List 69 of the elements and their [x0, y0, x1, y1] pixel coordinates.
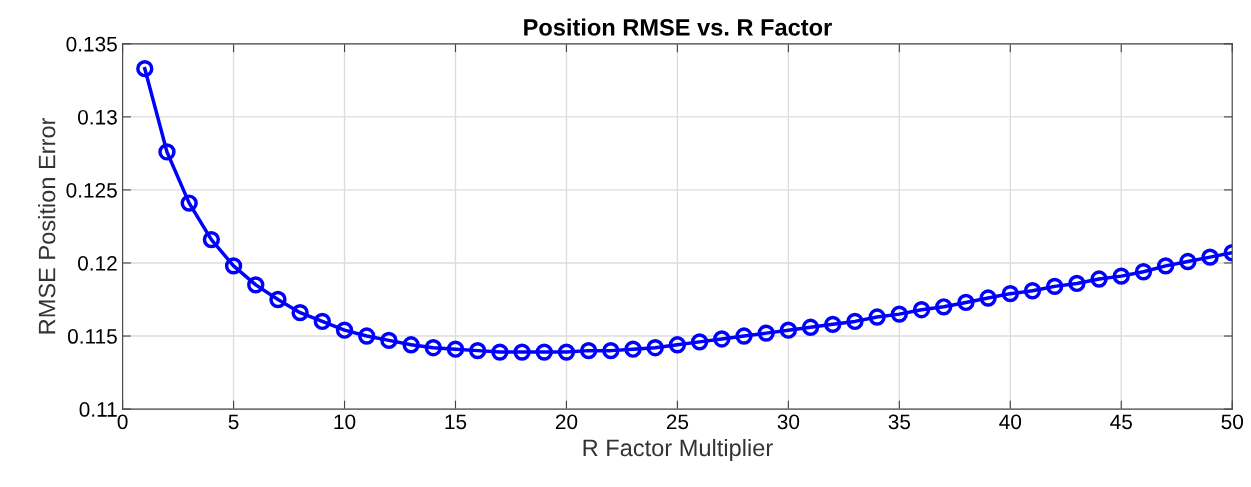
- point: [757, 324, 775, 342]
- point: [912, 301, 931, 319]
- x-axis-title: R Factor Multiplier: [583, 438, 773, 461]
- point: [868, 308, 886, 326]
- point: [579, 341, 598, 360]
- point: [446, 340, 465, 358]
- point: [224, 257, 243, 275]
- point: [602, 341, 620, 360]
- x-tick-label: 10: [334, 414, 356, 430]
- point: [469, 341, 487, 360]
- point: [1156, 257, 1175, 275]
- point: [402, 336, 420, 354]
- point: [624, 340, 642, 358]
- point: [846, 312, 864, 331]
- point: [735, 327, 753, 345]
- point: [291, 303, 309, 322]
- x-tick-label: 20: [555, 414, 578, 430]
- x-tick-label: 5: [228, 414, 239, 430]
- point: [1134, 263, 1153, 281]
- point: [801, 318, 820, 336]
- point: [380, 331, 398, 350]
- point: [957, 293, 975, 312]
- point: [535, 343, 553, 361]
- point: [335, 321, 354, 339]
- point: [269, 290, 287, 309]
- x-tick-label: 30: [777, 414, 800, 430]
- point: [180, 194, 198, 212]
- point: [358, 327, 376, 345]
- point: [690, 333, 709, 351]
- y-tick-label: 0.135: [66, 36, 117, 52]
- point: [1090, 270, 1108, 288]
- chart-title: Position RMSE vs. R Factor: [524, 18, 832, 36]
- point: [247, 276, 265, 294]
- point: [713, 330, 731, 348]
- point: [935, 298, 953, 316]
- y-tick-label: 0.125: [66, 182, 117, 198]
- point: [158, 143, 176, 161]
- x-tick-label: 40: [999, 414, 1022, 430]
- point: [202, 230, 221, 249]
- x-tick-label: 35: [888, 414, 911, 430]
- point: [1112, 267, 1130, 285]
- y-tick-label: 0.12: [78, 255, 117, 271]
- point: [1023, 282, 1042, 300]
- point: [668, 336, 687, 354]
- point: [136, 59, 154, 78]
- point: [890, 305, 909, 323]
- point: [979, 289, 997, 307]
- point: [1001, 284, 1019, 303]
- x-tick-label: 45: [1110, 414, 1132, 430]
- x-tick-label: 0: [117, 414, 128, 430]
- point: [513, 343, 531, 361]
- point: [646, 339, 664, 357]
- y-tick-label: 0.115: [67, 329, 117, 344]
- y-tick-label: 0.11: [79, 402, 117, 417]
- point: [779, 321, 798, 339]
- point: [313, 312, 332, 331]
- y-axis-title: RMSE Position Error: [38, 117, 56, 334]
- x-tick-label: 50: [1221, 414, 1244, 430]
- point: [1179, 252, 1197, 271]
- point: [824, 315, 842, 334]
- y-tick-label: 0.13: [78, 109, 117, 125]
- point: [491, 343, 509, 361]
- point: [1201, 248, 1219, 266]
- x-tick-label: 25: [666, 414, 689, 430]
- point: [557, 343, 576, 361]
- point: [1068, 274, 1086, 293]
- point: [1046, 277, 1064, 296]
- x-tick-label: 15: [445, 414, 467, 430]
- point: [424, 339, 442, 357]
